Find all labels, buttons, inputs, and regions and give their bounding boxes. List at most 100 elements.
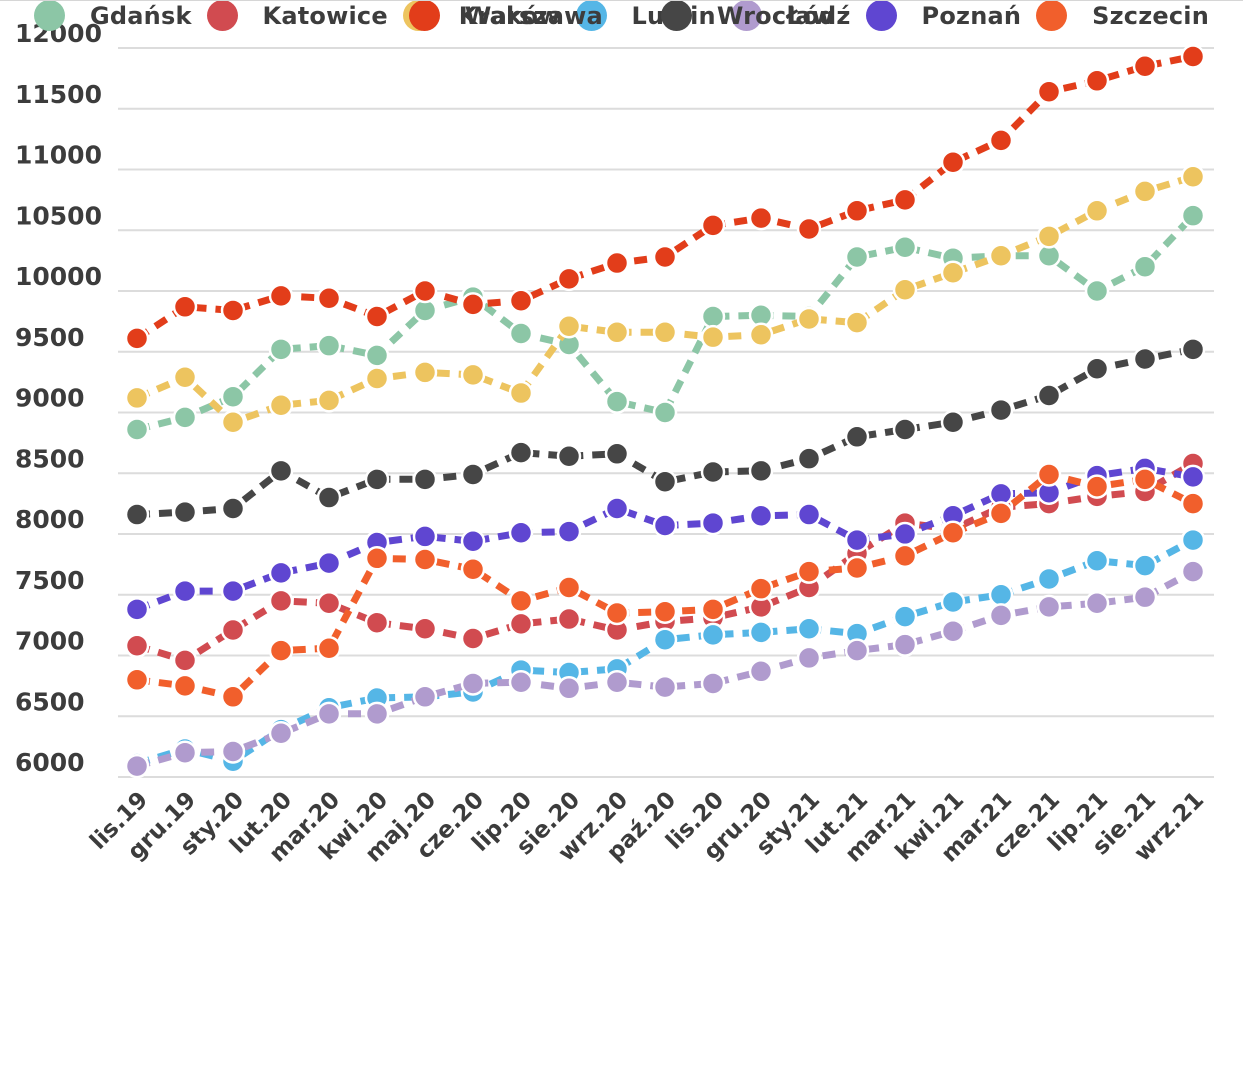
legend-item-Katowice[interactable]: Katowice <box>206 0 388 31</box>
data-point-Warszawa-lip.21[interactable] <box>1084 68 1110 94</box>
data-point-Łódź-maj.20[interactable] <box>412 684 438 710</box>
data-point-Gdańsk-lut.20[interactable] <box>268 337 294 362</box>
data-point-Kraków-lip.20[interactable] <box>508 380 534 406</box>
data-point-Warszawa-mar.21[interactable] <box>988 128 1014 153</box>
data-point-Szczecin-mar.20[interactable] <box>316 635 342 661</box>
data-point-Kraków-gru.19[interactable] <box>172 365 198 390</box>
data-point-Kraków-gru.20[interactable] <box>748 322 774 347</box>
data-point-Poznań-lut.20[interactable] <box>268 560 294 586</box>
data-point-Łódź-lip.21[interactable] <box>1084 591 1110 616</box>
data-point-Warszawa-cze.20[interactable] <box>460 292 486 317</box>
data-point-Warszawa-cze.21[interactable] <box>1036 79 1062 104</box>
data-point-Katowice-cze.20[interactable] <box>460 626 486 651</box>
data-point-Wrocław-sty.20[interactable] <box>220 496 246 521</box>
legend-item-Gdańsk[interactable]: Gdańsk <box>34 0 192 31</box>
data-point-Katowice-lut.20[interactable] <box>268 588 294 614</box>
data-point-Kraków-kwi.20[interactable] <box>364 366 390 391</box>
data-point-Kraków-mar.20[interactable] <box>316 388 342 413</box>
data-point-Szczecin-lip.20[interactable] <box>508 588 534 614</box>
data-point-Warszawa-sty.21[interactable] <box>796 216 822 242</box>
data-point-Łódź-mar.20[interactable] <box>316 701 342 727</box>
data-point-Gdańsk-lut.21[interactable] <box>844 244 870 270</box>
data-point-Lublin-mar.21[interactable] <box>988 582 1014 607</box>
data-point-Poznań-lut.21[interactable] <box>844 527 870 553</box>
data-point-Wrocław-lis.20[interactable] <box>700 459 726 485</box>
data-point-Poznań-lis.19[interactable] <box>124 597 150 622</box>
data-point-Szczecin-lis.20[interactable] <box>700 597 726 622</box>
data-point-Wrocław-cze.21[interactable] <box>1036 383 1062 408</box>
data-point-Łódź-sie.21[interactable] <box>1132 584 1158 610</box>
data-point-Warszawa-lis.20[interactable] <box>700 213 726 238</box>
legend-item-Łódź[interactable]: Łódź <box>730 0 851 31</box>
data-point-Szczecin-wrz.21[interactable] <box>1180 491 1206 516</box>
data-point-Łódź-wrz.20[interactable] <box>604 669 630 695</box>
data-point-Lublin-sie.21[interactable] <box>1132 553 1158 578</box>
data-point-Wrocław-sie.20[interactable] <box>556 443 582 469</box>
data-point-Warszawa-lut.21[interactable] <box>844 198 870 224</box>
data-point-Wrocław-maj.20[interactable] <box>412 467 438 492</box>
data-point-Szczecin-lis.19[interactable] <box>124 667 150 693</box>
data-point-Poznań-mar.21[interactable] <box>892 521 918 547</box>
data-point-Warszawa-mar.20[interactable] <box>316 286 342 311</box>
data-point-Warszawa-mar.21[interactable] <box>892 187 918 213</box>
data-point-Lublin-gru.20[interactable] <box>748 620 774 645</box>
data-point-Wrocław-wrz.21[interactable] <box>1180 337 1206 362</box>
data-point-Katowice-gru.19[interactable] <box>172 648 198 673</box>
data-point-Szczecin-sty.20[interactable] <box>220 684 246 710</box>
data-point-Łódź-lis.19[interactable] <box>124 753 150 779</box>
data-point-Kraków-kwi.21[interactable] <box>940 260 966 286</box>
data-point-Łódź-sie.20[interactable] <box>556 676 582 701</box>
data-point-Gdańsk-paź.20[interactable] <box>652 400 678 425</box>
data-point-Warszawa-sie.20[interactable] <box>556 266 582 292</box>
legend-item-Szczecin[interactable]: Szczecin <box>1036 0 1209 31</box>
data-point-Łódź-gru.19[interactable] <box>172 740 198 765</box>
data-point-Wrocław-mar.20[interactable] <box>316 485 342 510</box>
data-point-Lublin-lip.21[interactable] <box>1084 548 1110 573</box>
data-point-Lublin-lis.20[interactable] <box>700 622 726 648</box>
data-point-Szczecin-gru.20[interactable] <box>748 576 774 601</box>
data-point-Wrocław-lut.20[interactable] <box>268 458 294 484</box>
data-point-Warszawa-lis.19[interactable] <box>124 326 150 351</box>
data-point-Wrocław-mar.21[interactable] <box>892 417 918 442</box>
legend-item-Wrocław[interactable]: Wrocław <box>660 0 834 31</box>
data-point-Poznań-cze.20[interactable] <box>460 529 486 554</box>
data-point-Wrocław-lip.20[interactable] <box>508 440 534 465</box>
data-point-Wrocław-cze.20[interactable] <box>460 462 486 487</box>
data-point-Wrocław-lis.19[interactable] <box>124 502 150 527</box>
data-point-Warszawa-wrz.21[interactable] <box>1180 44 1206 69</box>
data-point-Lublin-kwi.21[interactable] <box>940 589 966 615</box>
data-point-Wrocław-sie.21[interactable] <box>1132 346 1158 372</box>
data-point-Wrocław-kwi.21[interactable] <box>940 409 966 435</box>
data-point-Poznań-wrz.21[interactable] <box>1180 464 1206 490</box>
data-point-Szczecin-lut.20[interactable] <box>268 638 294 663</box>
data-point-Warszawa-wrz.20[interactable] <box>604 250 630 276</box>
data-point-Łódź-sty.20[interactable] <box>220 739 246 764</box>
data-point-Poznań-sty.20[interactable] <box>220 578 246 604</box>
data-point-Poznań-lis.20[interactable] <box>700 510 726 536</box>
data-point-Szczecin-paź.20[interactable] <box>652 599 678 625</box>
data-point-Wrocław-sty.21[interactable] <box>796 446 822 471</box>
data-point-Kraków-cze.20[interactable] <box>460 362 486 388</box>
data-point-Łódź-paź.20[interactable] <box>652 674 678 700</box>
data-point-Wrocław-paź.20[interactable] <box>652 469 678 495</box>
data-point-Katowice-lis.19[interactable] <box>124 633 150 659</box>
data-point-Warszawa-maj.20[interactable] <box>412 278 438 304</box>
data-point-Łódź-cze.20[interactable] <box>460 671 486 696</box>
data-point-Łódź-lut.21[interactable] <box>844 638 870 663</box>
data-point-Łódź-kwi.21[interactable] <box>940 618 966 644</box>
data-point-Szczecin-wrz.20[interactable] <box>604 600 630 626</box>
data-point-Wrocław-mar.21[interactable] <box>988 397 1014 423</box>
data-point-Lublin-sty.21[interactable] <box>796 616 822 642</box>
data-point-Warszawa-gru.20[interactable] <box>748 205 774 231</box>
data-point-Kraków-maj.20[interactable] <box>412 360 438 385</box>
data-point-Kraków-lis.19[interactable] <box>124 385 150 411</box>
data-point-Warszawa-sty.20[interactable] <box>220 298 246 323</box>
data-point-Poznań-mar.20[interactable] <box>316 550 342 576</box>
data-point-Łódź-cze.21[interactable] <box>1036 594 1062 620</box>
data-point-Gdańsk-sie.21[interactable] <box>1132 254 1158 279</box>
data-point-Poznań-gru.20[interactable] <box>748 503 774 529</box>
data-point-Warszawa-gru.19[interactable] <box>172 294 198 320</box>
data-point-Gdańsk-lip.20[interactable] <box>508 321 534 346</box>
data-point-Kraków-lut.21[interactable] <box>844 310 870 335</box>
data-point-Łódź-lis.20[interactable] <box>700 671 726 696</box>
